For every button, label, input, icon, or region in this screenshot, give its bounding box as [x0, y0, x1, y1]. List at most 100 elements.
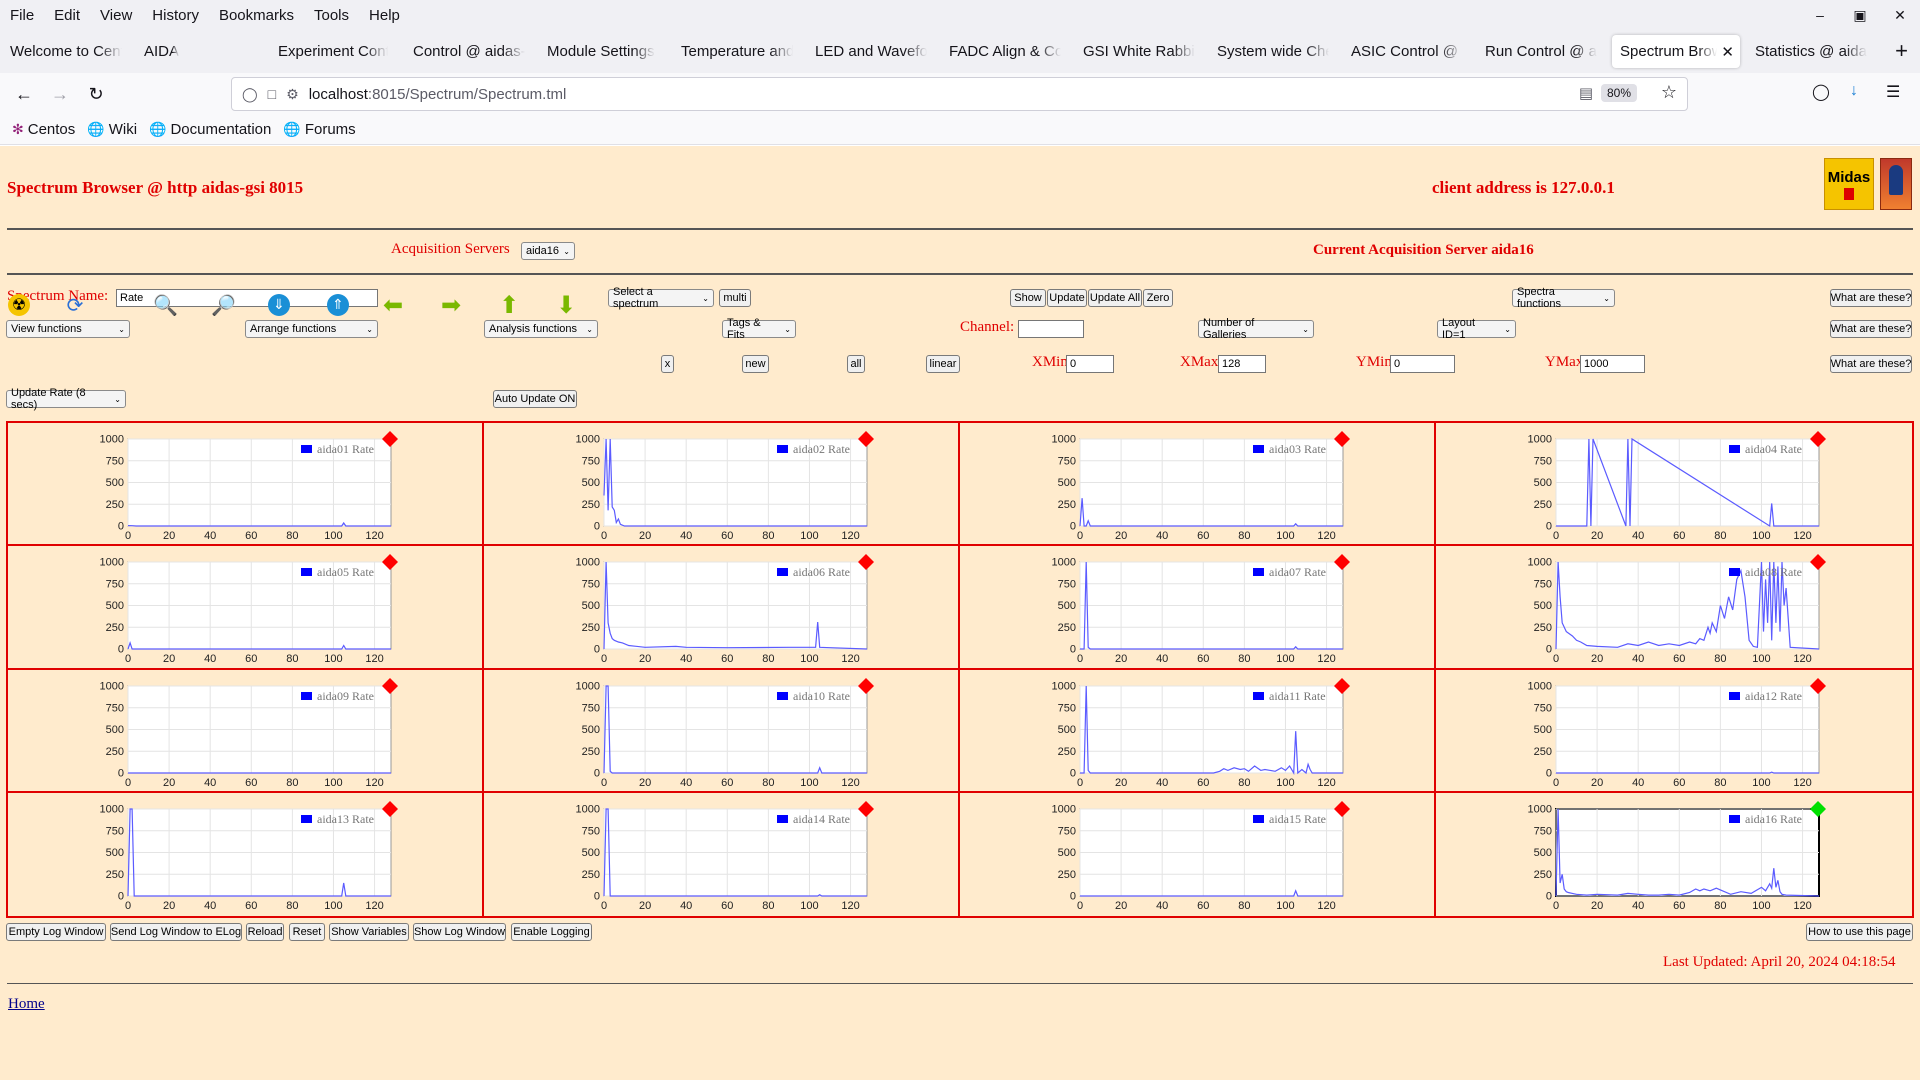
spectrum-cell[interactable]: 0 250 500 750 1000 0 20 40 60 80 100 120 aida07 Rate [960, 546, 1436, 670]
tab-led-waveform[interactable]: LED and Wavefor [815, 35, 927, 68]
update-rate-select[interactable]: Update Rate (8 secs) ⌄ [6, 387, 126, 411]
status-diamond-icon[interactable] [1334, 677, 1350, 694]
update-all-button[interactable]: Update All [1088, 289, 1142, 307]
tab-statistics[interactable]: Statistics @ aida [1755, 35, 1867, 68]
xmax-input[interactable] [1218, 355, 1266, 373]
select-spectrum[interactable]: Select a spectrum ⌄ [608, 286, 714, 310]
permissions-icon[interactable]: ⚙ [286, 85, 299, 102]
zoom-in-icon[interactable]: 🔍 [153, 293, 178, 317]
new-button[interactable]: new [742, 355, 769, 373]
status-diamond-icon[interactable] [382, 431, 398, 447]
menu-edit[interactable]: Edit [54, 6, 81, 24]
status-diamond-icon[interactable] [858, 800, 874, 817]
arrow-down-icon[interactable]: ⬇ [555, 291, 577, 319]
spectrum-cell[interactable]: 0 250 500 750 1000 0 20 40 60 80 100 120 aida14 Rate [484, 792, 960, 916]
what-are-these-button-2[interactable]: What are these? [1830, 320, 1912, 338]
tab-module-settings[interactable]: Module Settings [547, 35, 659, 68]
spectrum-plot[interactable]: 0 250 500 750 1000 0 20 40 60 80 100 120 aida15 Rate [960, 793, 1436, 915]
tab-asic-control[interactable]: ASIC Control @ a [1351, 35, 1463, 68]
status-diamond-icon[interactable] [1810, 800, 1826, 817]
spectrum-cell[interactable]: 0 250 500 750 1000 0 20 40 60 80 100 120 aida09 Rate [8, 669, 484, 793]
spectrum-cell[interactable]: 0 250 500 750 1000 0 20 40 60 80 100 120 aida12 Rate [1436, 670, 1912, 793]
zoom-out-icon[interactable]: 🔎 [211, 293, 236, 317]
what-are-these-button-1[interactable]: What are these? [1830, 289, 1912, 307]
spectrum-cell[interactable]: 0 250 500 750 1000 0 20 40 60 80 100 120 aida15 Rate [960, 792, 1436, 916]
zoom-level[interactable]: 80% [1600, 84, 1637, 102]
show-button[interactable]: Show [1010, 289, 1046, 307]
layout-select[interactable]: Layout ID=1 ⌄ [1437, 317, 1516, 341]
spectrum-cell[interactable]: 0 250 500 750 1000 0 20 40 60 80 100 120 aida03 Rate [960, 423, 1436, 547]
status-diamond-icon[interactable] [1810, 554, 1826, 571]
spectrum-plot[interactable]: 0 250 500 750 1000 0 20 40 60 80 100 120 aida13 Rate [8, 793, 484, 915]
spectrum-plot[interactable]: 0 250 500 750 1000 0 20 40 60 80 100 120 aida12 Rate [1436, 670, 1912, 792]
status-diamond-icon[interactable] [1810, 677, 1826, 694]
spectrum-cell[interactable]: 0 250 500 750 1000 0 20 40 60 80 100 120 aida05 Rate [8, 546, 484, 670]
analysis-functions-select[interactable]: Analysis functions ⌄ [484, 320, 598, 338]
spectrum-plot[interactable]: 0 250 500 750 1000 0 20 40 60 80 100 120 aida09 Rate [8, 670, 484, 792]
menu-help[interactable]: Help [369, 6, 400, 24]
back-icon[interactable]: ← [15, 84, 33, 104]
tab-welcome[interactable]: Welcome to Cent [10, 35, 122, 68]
reload-button[interactable]: Reload [246, 923, 284, 941]
tags-fits-select[interactable]: Tags & Fits ⌄ [722, 317, 796, 341]
x-button[interactable]: x [661, 355, 674, 373]
refresh-icon[interactable]: ⟳ [66, 293, 84, 317]
tab-temperature[interactable]: Temperature and [681, 35, 793, 68]
menu-history[interactable]: History [152, 6, 199, 24]
page-icon[interactable]: □ [267, 86, 277, 102]
linear-button[interactable]: linear [926, 355, 960, 373]
status-diamond-icon[interactable] [382, 800, 398, 817]
spectrum-plot[interactable]: 0 250 500 750 1000 0 20 40 60 80 100 120 aida08 Rate [1436, 546, 1912, 668]
forward-icon[interactable]: → [51, 84, 69, 104]
xmin-input[interactable] [1066, 355, 1114, 373]
auto-update-button[interactable]: Auto Update ON [493, 390, 577, 408]
shield-icon[interactable]: ◯ [242, 85, 258, 102]
spectrum-name-input[interactable] [116, 289, 378, 307]
reload-icon[interactable]: ↻ [88, 84, 104, 104]
spectrum-plot[interactable]: 0 250 500 750 1000 0 20 40 60 80 100 120 aida03 Rate [960, 423, 1436, 545]
radiation-icon[interactable]: ☢ [8, 294, 30, 316]
scroll-down-icon[interactable]: ⇓ [268, 294, 290, 316]
number-of-galleries-select[interactable]: Number of Galleries ⌄ [1198, 317, 1314, 341]
url-text[interactable]: localhost:8015/Spectrum/Spectrum.tml [309, 86, 567, 103]
reader-mode-icon[interactable]: ▤ [1578, 85, 1593, 102]
menu-view[interactable]: View [100, 6, 133, 24]
empty-log-window-button[interactable]: Empty Log Window [6, 923, 106, 941]
menu-tools[interactable]: Tools [313, 6, 350, 24]
spectrum-cell[interactable]: 0 250 500 750 1000 0 20 40 60 80 100 120 aida04 Rate [1436, 423, 1912, 547]
tab-fadc-align[interactable]: FADC Align & Co [949, 35, 1061, 68]
spectra-functions-select[interactable]: Spectra functions ⌄ [1512, 286, 1615, 310]
show-variables-button[interactable]: Show Variables [329, 923, 409, 941]
spectrum-cell[interactable]: 0 250 500 750 1000 0 20 40 60 80 100 120 aida06 Rate [484, 546, 960, 670]
spectrum-plot[interactable]: 0 250 500 750 1000 0 20 40 60 80 100 120 aida02 Rate [484, 423, 960, 545]
minimize-icon[interactable]: – [1816, 7, 1824, 23]
arrange-functions-select[interactable]: Arrange functions ⌄ [245, 320, 378, 338]
view-functions-select[interactable]: View functions ⌄ [6, 320, 130, 338]
spectrum-cell[interactable]: 0 250 500 750 1000 0 20 40 60 80 100 120 aida10 Rate [484, 669, 960, 793]
tab-experiment-control[interactable]: Experiment Contr [278, 35, 388, 68]
spectrum-plot[interactable]: 0 250 500 750 1000 0 20 40 60 80 100 120 aida06 Rate [484, 546, 960, 668]
bookmark-centos[interactable]: ✻ Centos [12, 121, 75, 138]
arrow-up-icon[interactable]: ⬆ [498, 291, 520, 319]
what-are-these-button-3[interactable]: What are these? [1830, 355, 1912, 373]
tab-control[interactable]: Control @ aidas- [413, 35, 525, 68]
zero-button[interactable]: Zero [1143, 289, 1173, 307]
multi-button[interactable]: multi [719, 289, 751, 307]
spectrum-plot[interactable]: 0 250 500 750 1000 0 20 40 60 80 100 120 aida14 Rate [484, 793, 960, 915]
spectrum-plot[interactable]: 0 250 500 750 1000 0 20 40 60 80 100 120 aida16 Rate [1436, 793, 1912, 915]
scroll-up-icon[interactable]: ⇑ [327, 294, 349, 316]
status-diamond-icon[interactable] [382, 554, 398, 571]
spectrum-cell[interactable]: 0 250 500 750 1000 0 20 40 60 80 100 120 aida01 Rate [8, 423, 484, 547]
show-log-window-button[interactable]: Show Log Window [413, 923, 506, 941]
spectrum-plot[interactable]: 0 250 500 750 1000 0 20 40 60 80 100 120 aida05 Rate [8, 546, 484, 668]
spectrum-plot[interactable]: 0 250 500 750 1000 0 20 40 60 80 100 120 aida11 Rate [960, 670, 1436, 792]
url-bar[interactable]: ◯ □ ⚙ localhost:8015/Spectrum/Spectrum.t… [231, 77, 1688, 111]
bookmark-wiki[interactable]: 🌐 Wiki [87, 121, 137, 138]
ymax-input[interactable] [1580, 355, 1645, 373]
bookmark-forums[interactable]: 🌐 Forums [283, 121, 355, 138]
tab-aida[interactable]: AIDA [144, 35, 204, 68]
status-diamond-icon[interactable] [1810, 431, 1826, 447]
spectrum-cell[interactable]: 0 250 500 750 1000 0 20 40 60 80 100 120 aida08 Rate [1436, 546, 1912, 670]
bookmark-documentation[interactable]: 🌐 Documentation [149, 121, 271, 138]
channel-input[interactable] [1018, 320, 1084, 338]
